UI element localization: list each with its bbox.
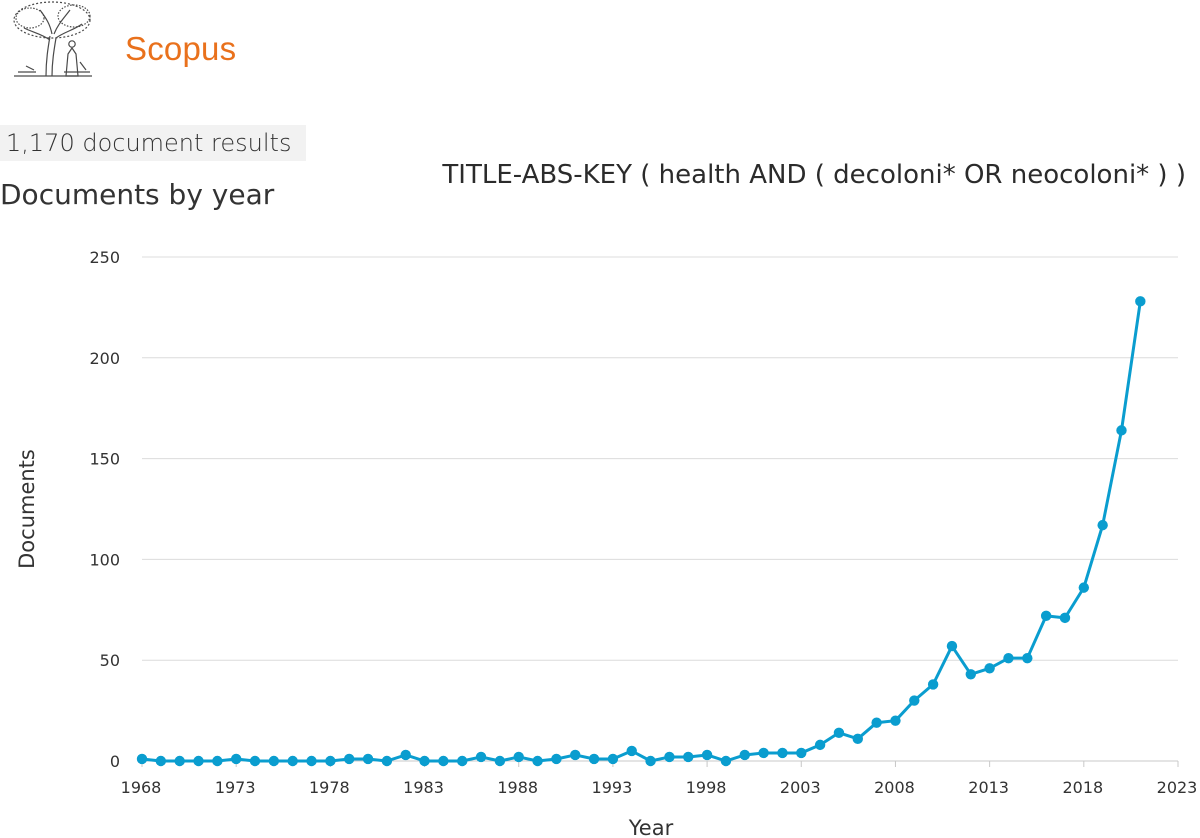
x-tick-label: 1978 — [309, 778, 350, 797]
data-point-2000[interactable] — [739, 749, 750, 761]
y-tick-labels: 0 50 100 150 200 250 — [89, 248, 120, 771]
data-point-1987[interactable] — [494, 755, 506, 767]
x-tick-label: 1968 — [121, 778, 162, 797]
data-point-2010[interactable] — [927, 679, 939, 690]
x-axis-title: Year — [628, 816, 674, 838]
data-point-1973[interactable] — [230, 753, 242, 765]
data-point-2008[interactable] — [890, 715, 901, 726]
data-points — [136, 296, 1146, 767]
data-point-2013[interactable] — [984, 663, 995, 674]
x-tick-label: 1993 — [592, 778, 633, 797]
data-point-2006[interactable] — [852, 733, 863, 745]
data-point-2016[interactable] — [1040, 610, 1052, 622]
x-tick-label: 1973 — [215, 778, 256, 797]
data-point-1992[interactable] — [588, 753, 600, 765]
data-point-2018[interactable] — [1078, 582, 1090, 593]
y-tick-label: 150 — [89, 450, 120, 469]
data-point-1991[interactable] — [570, 749, 581, 761]
scopus-brand-title: Scopus — [125, 30, 237, 67]
data-point-2014[interactable] — [1003, 652, 1014, 664]
data-point-1985[interactable] — [457, 755, 468, 767]
data-point-1994[interactable] — [626, 745, 637, 757]
data-point-2002[interactable] — [777, 747, 788, 759]
x-tick-label: 1988 — [497, 778, 538, 797]
chart-title: Documents by year — [0, 178, 275, 211]
y-tick-label: 200 — [89, 349, 120, 368]
grid-layer — [141, 256, 1179, 767]
data-point-1972[interactable] — [212, 755, 223, 767]
data-point-1999[interactable] — [720, 755, 732, 767]
x-tick-label: 2003 — [780, 778, 821, 797]
data-point-1969[interactable] — [155, 755, 167, 767]
data-point-2007[interactable] — [871, 717, 882, 728]
data-point-1982[interactable] — [400, 749, 411, 761]
data-point-2001[interactable] — [758, 747, 769, 759]
y-tick-label: 50 — [100, 651, 120, 670]
data-point-1998[interactable] — [701, 749, 713, 761]
y-tick-label: 100 — [89, 550, 120, 569]
data-point-1978[interactable] — [325, 755, 336, 767]
data-point-2004[interactable] — [814, 739, 826, 751]
y-tick-label: 0 — [110, 752, 120, 771]
x-tick-labels: 1968 1973 1978 1983 1988 1993 1998 2003 2008 2013… — [121, 778, 1198, 797]
x-tick-label: 2018 — [1062, 778, 1103, 797]
data-point-1990[interactable] — [551, 753, 562, 765]
x-tick-label: 2023 — [1157, 778, 1198, 797]
x-tick-label: 1983 — [403, 778, 444, 797]
data-point-2017[interactable] — [1059, 612, 1071, 624]
x-tick-label: 2008 — [874, 778, 915, 797]
data-point-1981[interactable] — [381, 755, 393, 767]
data-point-1976[interactable] — [287, 755, 298, 767]
data-point-2003[interactable] — [796, 747, 807, 759]
x-tick-label: 1998 — [686, 778, 727, 797]
elsevier-tree-logo-icon — [13, 1, 92, 77]
data-point-1970[interactable] — [174, 755, 185, 767]
data-point-1986[interactable] — [475, 751, 487, 763]
data-point-1983[interactable] — [419, 755, 430, 767]
data-point-1974[interactable] — [249, 755, 261, 767]
y-axis-title: Documents — [15, 449, 39, 569]
data-point-1979[interactable] — [344, 753, 355, 765]
data-point-2012[interactable] — [965, 669, 976, 680]
search-query: TITLE-ABS-KEY ( health AND ( decoloni* O… — [442, 160, 1186, 190]
data-point-2015[interactable] — [1022, 652, 1033, 664]
data-point-2011[interactable] — [946, 640, 958, 652]
data-point-1996[interactable] — [664, 751, 675, 763]
x-tick-label: 2013 — [968, 778, 1009, 797]
data-point-1980[interactable] — [362, 753, 374, 765]
data-point-1968[interactable] — [136, 753, 148, 765]
data-point-1993[interactable] — [607, 753, 619, 765]
data-point-2021[interactable] — [1135, 296, 1146, 307]
data-point-1984[interactable] — [438, 755, 449, 767]
data-point-1977[interactable] — [306, 755, 317, 767]
data-point-1989[interactable] — [532, 755, 543, 767]
data-point-2005[interactable] — [833, 727, 845, 738]
series-line — [141, 301, 1142, 763]
data-point-1997[interactable] — [683, 751, 694, 763]
data-point-2019[interactable] — [1097, 519, 1108, 531]
document-results-count: 1,170 document results — [0, 125, 306, 161]
data-point-1975[interactable] — [268, 755, 280, 767]
data-point-1971[interactable] — [193, 755, 204, 767]
data-point-1988[interactable] — [513, 751, 524, 763]
data-point-2009[interactable] — [909, 695, 920, 706]
y-tick-label: 250 — [89, 248, 120, 267]
data-point-1995[interactable] — [645, 755, 656, 767]
data-point-2020[interactable] — [1116, 425, 1127, 436]
